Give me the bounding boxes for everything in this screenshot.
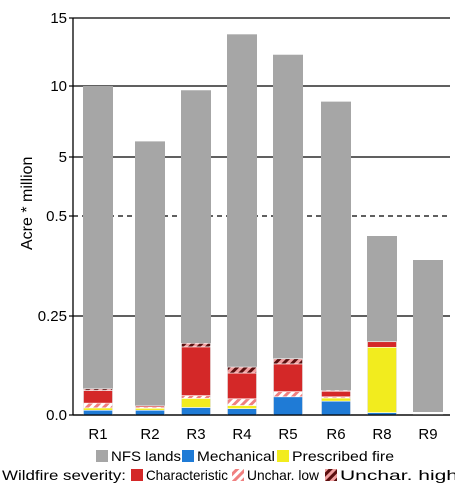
x-tick-label-R5: R5	[278, 426, 297, 443]
bar-unchar-high-R6	[321, 390, 351, 392]
bar-nfs-R1	[83, 86, 113, 415]
y-tick-label: 0.25	[38, 308, 67, 325]
bar-characteristic-R4	[227, 372, 257, 400]
legend-label-prescribed-fire: Prescribed fire	[292, 448, 394, 464]
x-tick-label-R4: R4	[232, 426, 251, 443]
x-tick-label-R3: R3	[186, 426, 205, 443]
legend-swatch-prescribed-fire	[277, 450, 289, 462]
y-axis-label: Acre * million	[19, 157, 36, 250]
bar-mechanical-R6	[321, 400, 351, 416]
bar-characteristic-R8	[367, 341, 397, 348]
bar-nfs-R5	[273, 54, 303, 415]
bar-nfs-R4	[227, 34, 257, 415]
bar-prescribed-fire-R1	[83, 407, 113, 411]
bar-mechanical-R5	[273, 396, 303, 416]
bar-mechanical-R1	[83, 409, 113, 416]
legend: NFS lands Mechanical Prescribed fire Wildfi…	[2, 448, 455, 483]
y-tick-labels: 0.0 0.25 0.5 5 10 15	[38, 10, 73, 424]
legend-swatch-characteristic	[131, 469, 143, 481]
legend-label-nfs-lands: NFS lands	[111, 448, 181, 464]
bar-nfs-R2	[135, 141, 165, 415]
y-tick-label: 0.5	[46, 208, 67, 225]
legend-label-mechanical: Mechanical	[197, 448, 275, 464]
legend-swatch-unchar-high	[325, 469, 337, 481]
x-tick-labels: R1 R2 R3 R4 R5 R6 R8 R9	[88, 426, 437, 443]
x-tick-label-R2: R2	[140, 426, 159, 443]
bar-prescribed-fire-R6	[321, 397, 351, 402]
bar-unchar-low-R1	[83, 402, 113, 409]
y-tick-label: 10	[50, 78, 67, 95]
x-tick-label-R9: R9	[418, 426, 437, 443]
bar-unchar-low-R3	[181, 395, 211, 399]
legend-label-unchar-low: Unchar. low	[247, 467, 320, 483]
bar-mechanical-R3	[181, 407, 211, 416]
y-tick-label: 15	[50, 10, 67, 27]
bar-characteristic-R6	[321, 390, 351, 398]
y-tick-label: 5	[59, 149, 67, 166]
bar-mechanical-R2	[135, 409, 165, 416]
bar-characteristic-R1	[83, 390, 113, 404]
legend-label-unchar-high: Unchar. high	[340, 467, 455, 483]
bar-nfs-R9	[413, 260, 443, 415]
bar-characteristic-R3	[181, 346, 211, 396]
legend-swatch-nfs-lands	[96, 450, 108, 462]
legend-swatch-unchar-low	[232, 469, 244, 481]
bar-unchar-high-R1	[83, 388, 113, 391]
bar-unchar-high-R3	[181, 343, 211, 348]
bar-unchar-low-R5	[273, 391, 303, 398]
x-tick-label-R1: R1	[88, 426, 107, 443]
bar-characteristic-R5	[273, 363, 303, 392]
bar-mechanical-R4	[227, 408, 257, 416]
bar-nfs-R6	[321, 101, 351, 416]
legend-label-characteristic: Characteristic	[146, 467, 228, 483]
bar-prescribed-fire-R4	[227, 405, 257, 409]
bar-r9-marker	[413, 412, 443, 415]
bars	[83, 34, 443, 416]
legend-prefix: Wildfire severity:	[2, 467, 126, 483]
bar-prescribed-fire-R8	[367, 346, 397, 413]
bar-unchar-high-R4	[227, 366, 257, 374]
y-tick-label: 0.0	[46, 407, 67, 424]
legend-swatch-mechanical	[182, 450, 194, 462]
bar-characteristic-R2	[135, 405, 165, 408]
x-tick-label-R8: R8	[372, 426, 391, 443]
bar-unchar-low-R4	[227, 398, 257, 406]
bar-unchar-high-R5	[273, 358, 303, 365]
bar-prescribed-fire-R3	[181, 398, 211, 408]
x-tick-label-R6: R6	[326, 426, 345, 443]
